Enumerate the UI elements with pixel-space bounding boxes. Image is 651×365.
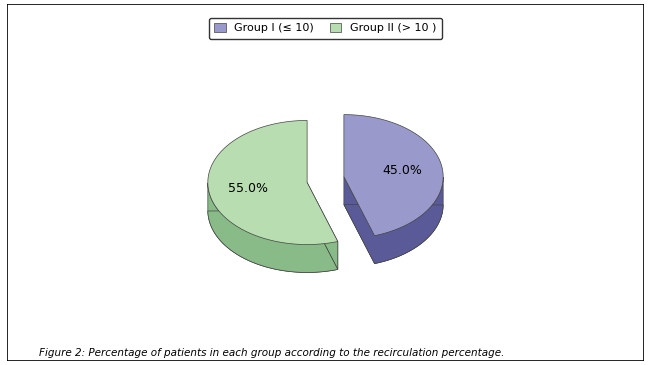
Polygon shape (208, 183, 338, 272)
Text: Figure 2: Percentage of patients in each group according to the recirculation pe: Figure 2: Percentage of patients in each… (39, 348, 505, 358)
Polygon shape (344, 115, 443, 236)
Legend: Group I (≤ 10)  , Group II (> 10 ): Group I (≤ 10) , Group II (> 10 ) (209, 18, 442, 39)
Text: 45.0%: 45.0% (383, 164, 422, 177)
Polygon shape (374, 177, 443, 264)
Text: 55.0%: 55.0% (229, 182, 268, 195)
Polygon shape (208, 120, 338, 245)
Polygon shape (307, 182, 338, 269)
Polygon shape (344, 205, 443, 264)
Polygon shape (344, 177, 374, 264)
Polygon shape (208, 210, 338, 272)
